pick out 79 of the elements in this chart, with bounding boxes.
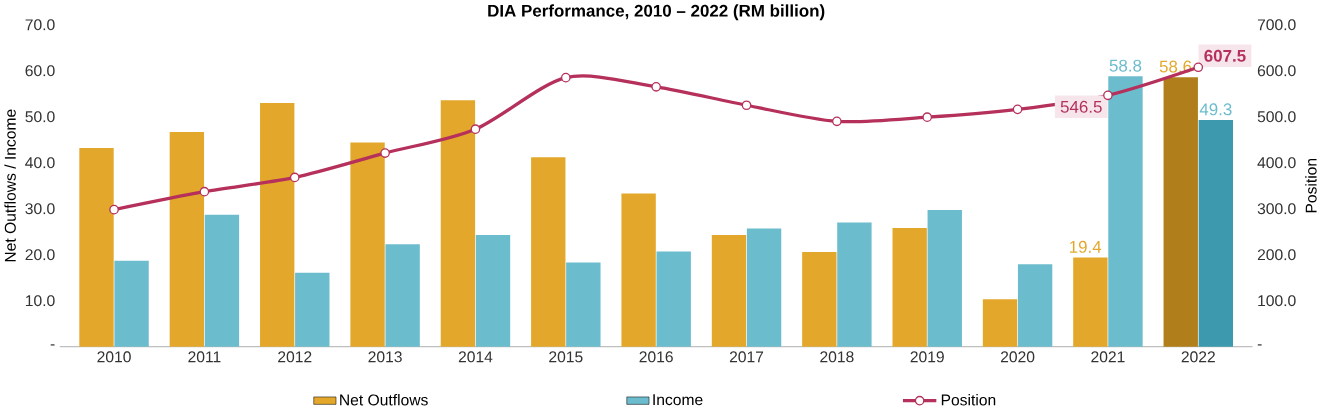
bar	[1198, 120, 1233, 347]
bar	[475, 235, 511, 347]
bar	[621, 193, 656, 347]
y2-tick-label: 200.0	[1257, 249, 1296, 261]
x-tick-label: 2014	[458, 351, 493, 363]
point	[741, 100, 752, 111]
point	[1103, 90, 1113, 101]
x-tick-label: 2010	[97, 351, 131, 363]
chart-title: DIA Performance, 2010 – 2022 (RM billion)	[488, 4, 825, 21]
bar	[531, 157, 566, 347]
y2-tick-label: 600.0	[1257, 65, 1296, 77]
point	[922, 112, 933, 123]
bar	[746, 228, 782, 347]
y-axis-title: Net Outflows / Income	[4, 109, 16, 262]
y-tick-label: 40.0	[25, 157, 55, 169]
y2-tick-label: 100.0	[1258, 295, 1296, 307]
point	[470, 124, 481, 135]
bar	[1017, 264, 1053, 347]
data-label: 58.8	[1109, 59, 1142, 72]
bar	[982, 299, 1018, 347]
x-tick-label: 2020	[1000, 351, 1035, 363]
bar	[1108, 76, 1143, 347]
bar	[656, 251, 691, 347]
point	[109, 205, 119, 215]
x-tick-label: 2015	[549, 351, 583, 363]
bar	[1073, 257, 1108, 347]
x-tick-label: 2021	[1091, 351, 1125, 363]
bar	[440, 100, 476, 347]
y-tick-label: 50.0	[25, 111, 55, 123]
y-tick-label: 30.0	[25, 203, 55, 215]
data-label: 546.5	[1060, 101, 1102, 114]
bar	[295, 272, 330, 347]
bar	[802, 252, 837, 347]
y2-axis-title: Position	[1305, 159, 1317, 213]
x-tick-label: 2012	[278, 351, 312, 363]
point	[1012, 104, 1023, 115]
legend-label: Position	[941, 394, 996, 406]
data-label: 607.5	[1204, 50, 1246, 63]
bar	[260, 103, 295, 347]
x-tick-label: 2019	[910, 351, 944, 363]
point	[380, 148, 390, 159]
bar	[385, 244, 420, 347]
point	[832, 116, 842, 127]
bar	[350, 142, 385, 347]
y-tick-label: 10.0	[25, 295, 55, 307]
y2-tick-label: 300.0	[1257, 203, 1296, 215]
bar	[711, 235, 747, 347]
y2-tick-label: -	[1257, 344, 1262, 346]
x-tick-label: 2018	[820, 351, 854, 363]
data-label: 49.3	[1199, 103, 1232, 116]
y-tick-label: 20.0	[25, 249, 55, 261]
x-tick-label: 2017	[729, 351, 764, 363]
y2-tick-label: 400.0	[1257, 157, 1296, 169]
y-tick-label: 60.0	[25, 65, 55, 77]
point	[651, 82, 661, 92]
x-tick-label: 2013	[368, 351, 402, 363]
x-tick-label: 2016	[639, 351, 673, 363]
point	[560, 73, 571, 83]
bar	[169, 132, 205, 347]
x-tick-label: 2011	[188, 351, 221, 363]
point	[199, 187, 210, 197]
y-tick-label: 70.0	[25, 19, 55, 31]
legend-label: Income	[653, 394, 703, 406]
point	[1193, 62, 1204, 73]
bar	[927, 210, 962, 347]
bar	[114, 260, 149, 347]
bar	[204, 214, 240, 347]
x-tick-label: 2022	[1181, 351, 1215, 363]
point	[289, 172, 300, 183]
data-label: 19.4	[1069, 241, 1102, 254]
bar	[1163, 77, 1198, 347]
legend-label: Net Outflows	[340, 394, 428, 406]
bar	[837, 222, 872, 347]
y-tick-label: -	[50, 344, 55, 346]
bar	[892, 228, 927, 347]
y2-tick-label: 500.0	[1257, 111, 1296, 123]
bar	[79, 148, 114, 347]
bar	[566, 262, 601, 347]
y2-tick-label: 700.0	[1257, 19, 1296, 31]
